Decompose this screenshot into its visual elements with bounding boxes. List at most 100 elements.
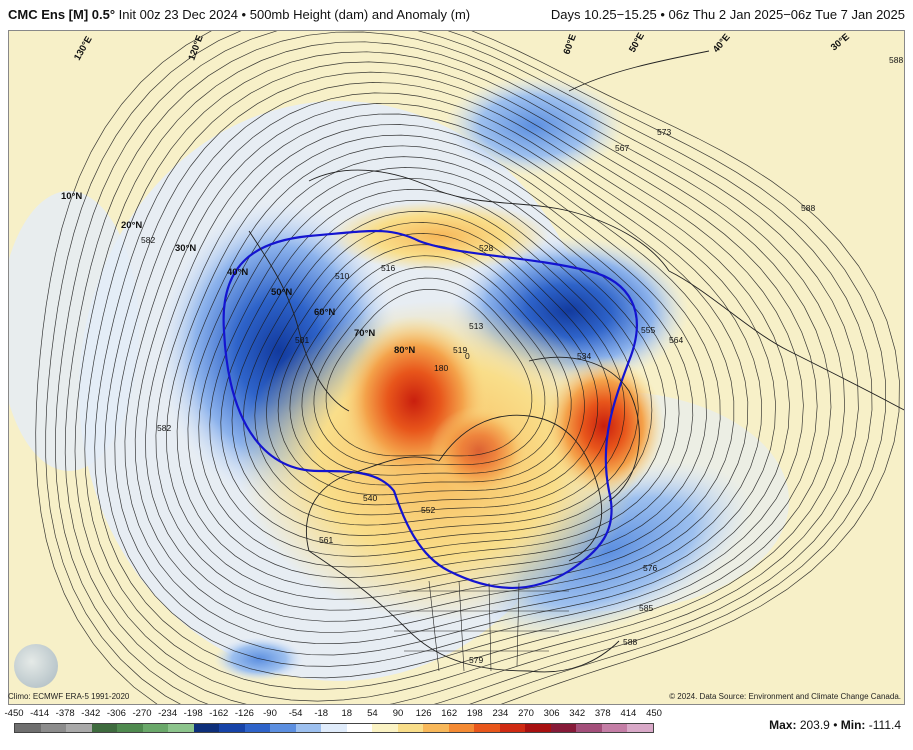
map-header: CMC Ens [M] 0.5° Init 00z 23 Dec 2024 • … bbox=[0, 0, 913, 30]
maxmin-sep: • bbox=[833, 718, 838, 732]
lat-label-50: 50°N bbox=[271, 287, 292, 298]
height-contour-line bbox=[55, 31, 873, 704]
scale-label: 342 bbox=[569, 708, 586, 719]
scale-label: 306 bbox=[543, 708, 560, 719]
scale-swatch bbox=[601, 724, 628, 732]
coast-north-america-west bbox=[306, 456, 440, 552]
weatherbell-logo bbox=[14, 644, 58, 688]
height-contour-line bbox=[145, 113, 749, 622]
scale-label: -378 bbox=[55, 708, 75, 719]
height-contour-line bbox=[124, 92, 776, 644]
height-contour-line bbox=[187, 156, 694, 578]
height-contour-line bbox=[313, 277, 546, 466]
state-lines-vertical bbox=[428, 580, 520, 672]
scale-swatch bbox=[627, 724, 653, 732]
lat-label-20: 20°N bbox=[121, 220, 142, 231]
contour-label: 567 bbox=[615, 143, 629, 153]
header-sep-1: • bbox=[241, 7, 247, 22]
scale-swatch bbox=[499, 724, 526, 732]
state-lines-horizontal bbox=[389, 590, 569, 652]
contour-label: 588 bbox=[801, 203, 815, 213]
scale-bar bbox=[14, 723, 654, 733]
contour-label: 561 bbox=[319, 535, 333, 545]
min-value: -111.4 bbox=[868, 718, 901, 732]
height-contour-line bbox=[35, 31, 900, 704]
contour-label: 180 bbox=[434, 363, 448, 373]
scale-label: 378 bbox=[594, 708, 611, 719]
coast-east-asia bbox=[248, 230, 350, 412]
scale-label: -18 bbox=[314, 708, 329, 719]
scale-swatch bbox=[576, 724, 602, 732]
anomaly-color-scale: -450 -414 -378 -342 -306 -270 -234 -198 -162 -126… bbox=[4, 708, 662, 748]
height-contour-line bbox=[114, 82, 790, 656]
scale-swatch bbox=[117, 724, 143, 732]
max-min-readout: Max: 203.9 • Min: -111.4 bbox=[769, 718, 901, 732]
scale-label: -198 bbox=[183, 708, 203, 719]
height-contour-line bbox=[94, 61, 818, 679]
scale-swatch bbox=[193, 724, 220, 732]
scale-label: -54 bbox=[288, 708, 303, 719]
contour-label: 528 bbox=[479, 243, 493, 253]
scale-label: 90 bbox=[392, 708, 404, 719]
height-contour-line bbox=[277, 244, 585, 496]
contour-label: 540 bbox=[363, 493, 377, 503]
coast-greenland bbox=[528, 356, 640, 502]
coast-eurasia-north bbox=[308, 169, 670, 272]
coastlines bbox=[248, 50, 904, 673]
max-value: 203.9 bbox=[799, 718, 830, 732]
height-contour-line bbox=[325, 289, 533, 457]
product-name: 500mb Height (dam) and Anomaly (m) bbox=[249, 7, 471, 22]
scale-label: -162 bbox=[209, 708, 229, 719]
contour-label: 513 bbox=[469, 321, 483, 331]
height-contour-line bbox=[231, 200, 639, 536]
scale-swatch bbox=[15, 724, 41, 732]
height-contour-line bbox=[155, 124, 735, 611]
model-name: CMC Ens [M] 0.5° bbox=[8, 7, 116, 22]
scale-label: -270 bbox=[132, 708, 152, 719]
lat-label-60: 60°N bbox=[314, 307, 335, 318]
coast-canada-arctic bbox=[438, 414, 603, 562]
height-contour-line bbox=[176, 145, 707, 589]
scale-swatch bbox=[346, 724, 373, 732]
scale-swatch bbox=[66, 724, 92, 732]
lat-label-10: 10°N bbox=[61, 191, 82, 202]
contour-label: 501 bbox=[295, 335, 309, 345]
height-contour-line bbox=[243, 211, 626, 526]
scale-label: 414 bbox=[620, 708, 637, 719]
scale-swatch bbox=[168, 724, 194, 732]
scale-label: 270 bbox=[518, 708, 534, 719]
scale-swatch bbox=[397, 724, 424, 732]
height-contour-line bbox=[209, 178, 666, 557]
state-borders bbox=[389, 580, 569, 672]
contour-label: 582 bbox=[141, 235, 155, 245]
scale-label: -342 bbox=[81, 708, 101, 719]
height-contour-line bbox=[84, 51, 832, 690]
scale-label: -90 bbox=[263, 708, 277, 719]
climo-note: Climo: ECMWF ERA-5 1991-2020 bbox=[8, 692, 130, 701]
height-contour-line bbox=[74, 41, 846, 702]
lat-label-80: 80°N bbox=[394, 345, 415, 356]
scale-swatch bbox=[525, 724, 551, 732]
neutral-zone-west bbox=[9, 191, 139, 471]
height-contour-line bbox=[166, 134, 721, 600]
scale-swatch bbox=[40, 724, 67, 732]
scale-label: 198 bbox=[466, 708, 483, 719]
contour-label: 585 bbox=[639, 603, 653, 613]
contour-label: 573 bbox=[657, 127, 671, 137]
positive-anomaly-greenland bbox=[544, 356, 664, 496]
scale-swatch bbox=[550, 724, 577, 732]
coast-north-america-south bbox=[308, 550, 620, 673]
height-contour-line bbox=[266, 233, 599, 506]
header-left: CMC Ens [M] 0.5° Init 00z 23 Dec 2024 • … bbox=[8, 0, 470, 30]
contour-label: 519 bbox=[453, 345, 467, 355]
scale-swatch bbox=[474, 724, 500, 732]
contour-label: 534 bbox=[577, 351, 591, 361]
scale-swatch bbox=[270, 724, 296, 732]
contour-label: 0 bbox=[465, 351, 470, 361]
scale-swatch bbox=[423, 724, 449, 732]
scale-swatch bbox=[372, 724, 398, 732]
scale-label: 234 bbox=[492, 708, 509, 719]
scale-label: -414 bbox=[30, 708, 50, 719]
coast-central-asia bbox=[568, 50, 710, 92]
contour-label: 552 bbox=[421, 505, 435, 515]
